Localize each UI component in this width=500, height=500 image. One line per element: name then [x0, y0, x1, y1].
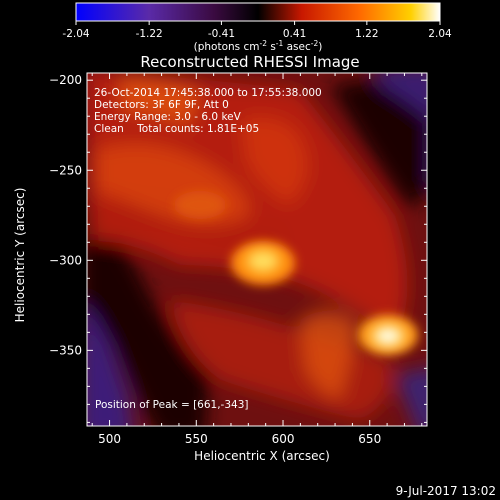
x-tick-label: 500	[98, 432, 121, 446]
plot-frame	[86, 72, 428, 427]
peak-position-label: Position of Peak = [661,-343]	[95, 399, 249, 411]
x-axis: 500 550 600 650	[91, 73, 423, 446]
colorbar-tick-label: -2.04	[62, 28, 89, 40]
colorbar-tick-label: -1.22	[136, 28, 163, 40]
annotation-line: Clean Total counts: 1.81E+05	[94, 123, 259, 135]
y-tick-label: −250	[49, 163, 82, 177]
colorbar-tick-label: 2.04	[428, 28, 452, 40]
y-tick-label: −200	[49, 73, 82, 87]
annotation-line: Detectors: 3F 6F 9F, Att 0	[94, 99, 229, 111]
colorbar-gradient	[75, 2, 441, 22]
colorbar-ticks: -2.04 -1.22 -0.41 0.41 1.22 2.04	[62, 21, 452, 40]
colorbar-tick-label: 1.22	[355, 28, 378, 40]
footer-date: 9-Jul-2017 13:02	[396, 484, 496, 498]
y-axis-label: Heliocentric Y (arcsec)	[13, 188, 27, 323]
annotation-block: 26-Oct-2014 17:45:38.000 to 17:55:38.000…	[94, 87, 322, 135]
annotation-line: Energy Range: 3.0 - 6.0 keV	[94, 111, 242, 123]
colorbar-tick-label: 0.41	[283, 28, 306, 40]
heatmap-image	[87, 73, 427, 426]
colorbar-units: (photons cm-2 s-1 asec-2)	[194, 39, 323, 53]
chart-title: Reconstructed RHESSI Image	[140, 53, 359, 71]
annotation-line: 26-Oct-2014 17:45:38.000 to 17:55:38.000	[94, 87, 322, 99]
x-tick-label: 650	[358, 432, 381, 446]
colorbar-tick-label: -0.41	[208, 28, 235, 40]
colorbar: -2.04 -1.22 -0.41 0.41 1.22 2.04 (photons cm-…	[62, 2, 452, 53]
x-tick-label: 600	[272, 432, 295, 446]
y-tick-label: −300	[49, 253, 82, 267]
x-axis-label: Heliocentric X (arcsec)	[194, 449, 330, 463]
y-tick-label: −350	[49, 343, 82, 357]
y-axis: −200 −250 −300 −350	[49, 73, 427, 423]
x-tick-label: 550	[185, 432, 208, 446]
